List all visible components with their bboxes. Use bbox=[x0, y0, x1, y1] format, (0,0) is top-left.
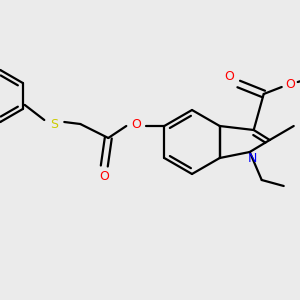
Text: N: N bbox=[248, 152, 257, 164]
Text: O: O bbox=[224, 70, 234, 83]
Text: O: O bbox=[285, 77, 295, 91]
Text: O: O bbox=[131, 118, 141, 130]
Text: S: S bbox=[50, 118, 58, 130]
Text: O: O bbox=[99, 170, 109, 184]
